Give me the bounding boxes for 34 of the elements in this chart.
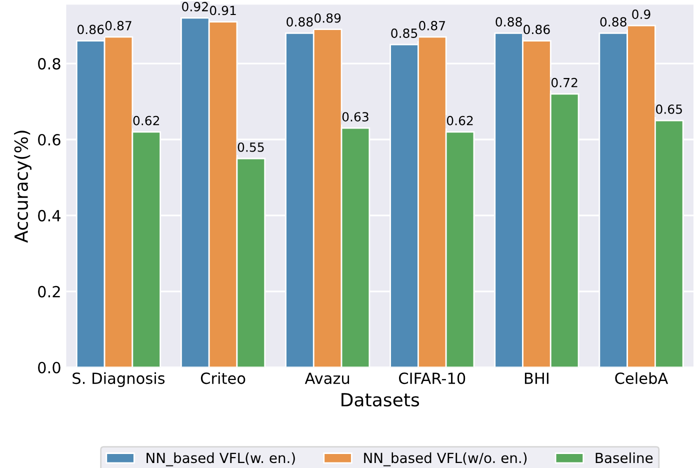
data-label: 0.62 bbox=[133, 116, 160, 126]
x-tick-label: BHI bbox=[524, 372, 548, 384]
data-label: 0.88 bbox=[286, 17, 313, 27]
legend-label: NN_based VFL(w/o. en.) bbox=[364, 452, 527, 466]
data-label: 0.86 bbox=[524, 24, 550, 34]
data-label: 0.63 bbox=[342, 112, 368, 122]
data-label: 0.62 bbox=[446, 116, 473, 126]
data-label: 0.55 bbox=[238, 142, 264, 152]
y-tick-label: 0.0 bbox=[38, 362, 60, 374]
data-label: 0.89 bbox=[314, 13, 341, 23]
data-label: 0.85 bbox=[391, 28, 418, 38]
y-tick-label: 0.8 bbox=[38, 58, 60, 70]
x-tick-label: Avazu bbox=[304, 372, 350, 384]
data-label: 0.91 bbox=[210, 6, 236, 16]
data-label: 0.92 bbox=[182, 2, 208, 12]
data-label: 0.87 bbox=[419, 20, 445, 30]
y-axis-title: Accuracy(%) bbox=[14, 130, 32, 243]
data-label: 0.65 bbox=[656, 104, 682, 114]
data-label: 0.88 bbox=[600, 17, 626, 27]
x-tick-label: S. Diagnosis bbox=[72, 372, 165, 388]
data-label: 0.88 bbox=[496, 17, 522, 27]
x-tick-label: Criteo bbox=[200, 372, 246, 384]
y-tick-label: 0.4 bbox=[38, 210, 60, 222]
legend-label: NN_based VFL(w. en.) bbox=[146, 452, 295, 466]
x-tick-label: CIFAR-10 bbox=[399, 372, 466, 384]
x-axis-title: Datasets bbox=[342, 393, 420, 407]
y-tick-label: 0.2 bbox=[38, 286, 60, 298]
data-label: 0.87 bbox=[105, 20, 132, 30]
data-label: 0.9 bbox=[632, 10, 650, 19]
x-tick-label: CelebA bbox=[615, 372, 668, 384]
legend-label: Baseline bbox=[596, 452, 653, 464]
data-label: 0.72 bbox=[551, 78, 578, 88]
data-label: 0.86 bbox=[78, 24, 104, 34]
y-tick-label: 0.6 bbox=[38, 134, 60, 146]
